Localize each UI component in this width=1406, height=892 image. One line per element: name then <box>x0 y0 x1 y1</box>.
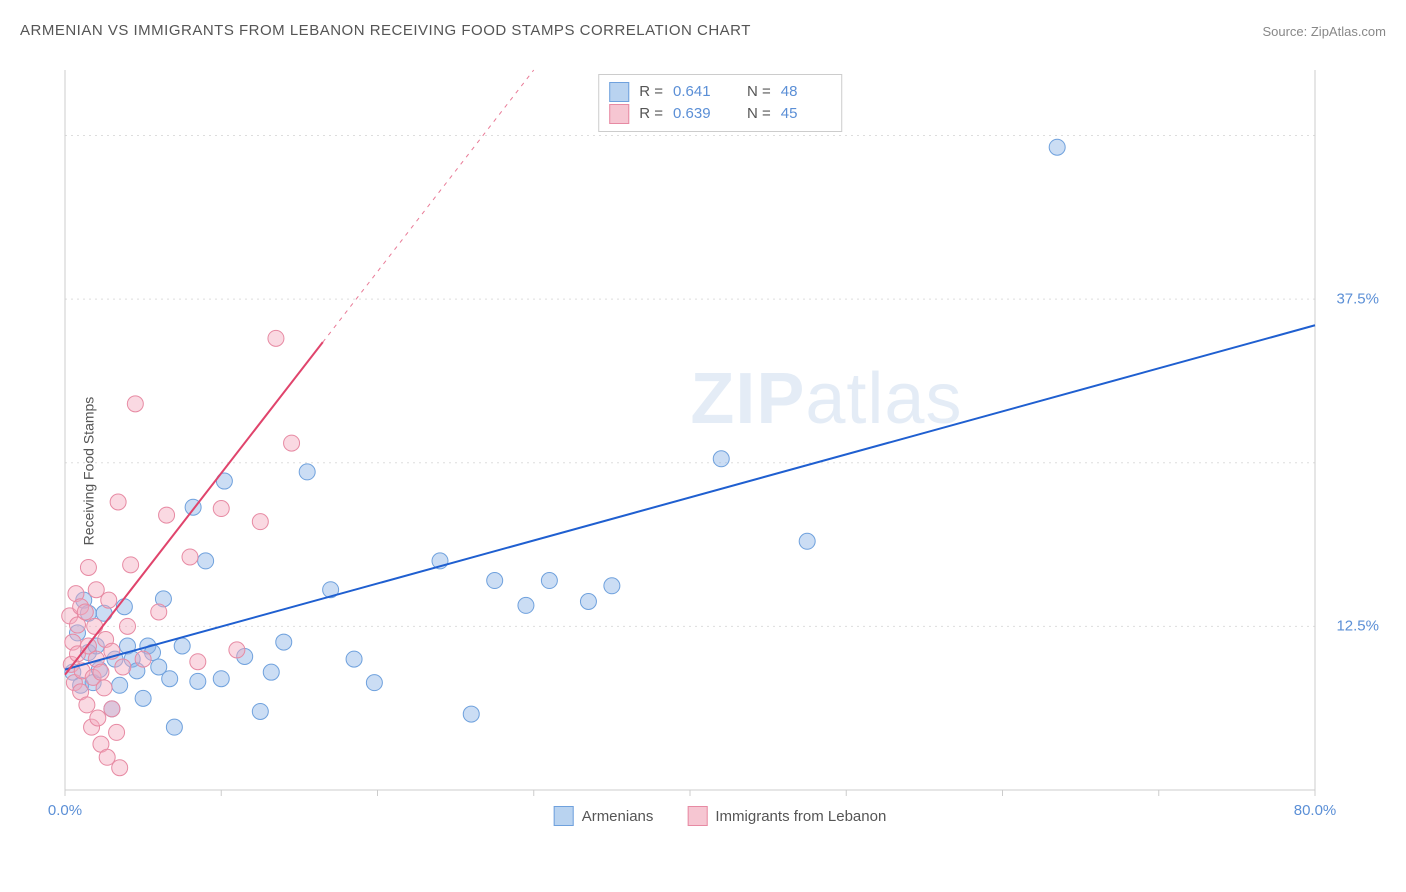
data-point <box>101 592 117 608</box>
data-point <box>366 675 382 691</box>
trend-line <box>65 325 1315 669</box>
data-point <box>174 638 190 654</box>
data-point <box>198 553 214 569</box>
data-point <box>182 549 198 565</box>
data-point <box>252 514 268 530</box>
data-point <box>252 703 268 719</box>
r-label: R = <box>639 103 663 125</box>
data-point <box>713 451 729 467</box>
data-point <box>77 604 93 620</box>
data-point <box>190 654 206 670</box>
data-point <box>487 573 503 589</box>
data-point <box>276 634 292 650</box>
legend-item: Immigrants from Lebanon <box>687 806 886 826</box>
data-point <box>190 673 206 689</box>
r-label: R = <box>639 81 663 103</box>
data-point <box>123 557 139 573</box>
series-legend: Armenians Immigrants from Lebanon <box>554 806 887 826</box>
legend-swatch <box>554 806 574 826</box>
data-point <box>159 507 175 523</box>
n-value: 45 <box>781 103 831 125</box>
data-point <box>79 697 95 713</box>
data-point <box>151 604 167 620</box>
legend-label: Immigrants from Lebanon <box>715 808 886 825</box>
data-point <box>229 642 245 658</box>
n-label: N = <box>747 81 771 103</box>
data-point <box>604 578 620 594</box>
data-point <box>115 659 131 675</box>
data-point <box>268 330 284 346</box>
data-point <box>93 664 109 680</box>
data-point <box>166 719 182 735</box>
data-point <box>162 671 178 687</box>
y-tick-label: 12.5% <box>1336 618 1379 635</box>
data-point <box>120 618 136 634</box>
data-point <box>135 651 151 667</box>
legend-label: Armenians <box>582 808 654 825</box>
source-value: ZipAtlas.com <box>1311 24 1386 39</box>
n-label: N = <box>747 103 771 125</box>
data-point <box>80 559 96 575</box>
legend-swatch <box>687 806 707 826</box>
r-value: 0.639 <box>673 103 723 125</box>
data-point <box>1049 139 1065 155</box>
data-point <box>346 651 362 667</box>
data-point <box>127 396 143 412</box>
legend-row: R = 0.639 N = 45 <box>609 103 831 125</box>
data-point <box>135 690 151 706</box>
data-point <box>110 494 126 510</box>
data-point <box>213 671 229 687</box>
data-point <box>112 677 128 693</box>
data-point <box>213 501 229 517</box>
data-point <box>580 593 596 609</box>
legend-swatch <box>609 104 629 124</box>
data-point <box>90 710 106 726</box>
data-point <box>299 464 315 480</box>
data-point <box>104 701 120 717</box>
data-point <box>112 760 128 776</box>
legend-item: Armenians <box>554 806 654 826</box>
data-point <box>541 573 557 589</box>
trend-line <box>65 342 323 675</box>
data-point <box>87 618 103 634</box>
chart-svg <box>55 60 1385 830</box>
chart-container: Receiving Food Stamps ZIPatlas 12.5%37.5… <box>0 50 1406 892</box>
data-point <box>463 706 479 722</box>
source-credit: Source: ZipAtlas.com <box>1262 24 1386 39</box>
chart-title: ARMENIAN VS IMMIGRANTS FROM LEBANON RECE… <box>20 22 751 39</box>
correlation-legend: R = 0.641 N = 48 R = 0.639 N = 45 <box>598 74 842 132</box>
r-value: 0.641 <box>673 81 723 103</box>
data-point <box>518 597 534 613</box>
n-value: 48 <box>781 81 831 103</box>
data-point <box>284 435 300 451</box>
x-tick-label: 80.0% <box>1294 802 1337 819</box>
plot-area: ZIPatlas 12.5%37.5%0.0%80.0%R =0.641N =4… <box>55 60 1385 830</box>
legend-swatch <box>609 82 629 102</box>
source-label: Source: <box>1262 24 1310 39</box>
data-point <box>263 664 279 680</box>
y-tick-label: 37.5% <box>1336 291 1379 308</box>
data-point <box>96 680 112 696</box>
legend-row: R = 0.641 N = 48 <box>609 81 831 103</box>
data-point <box>799 533 815 549</box>
trend-line-dashed <box>323 70 534 342</box>
data-point <box>109 724 125 740</box>
x-tick-label: 0.0% <box>48 802 82 819</box>
